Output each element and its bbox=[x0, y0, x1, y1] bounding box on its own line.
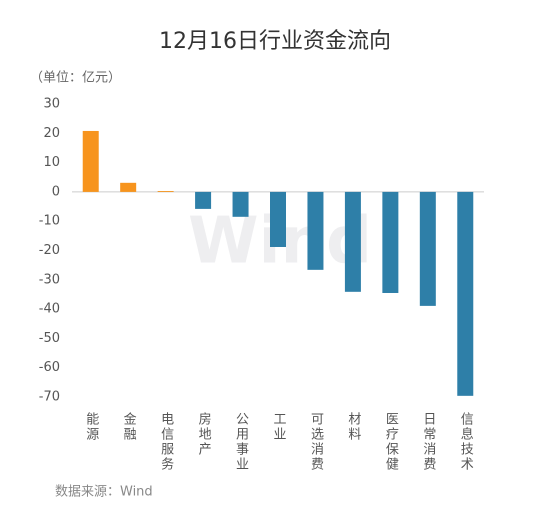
y-tick-label: 20 bbox=[43, 126, 60, 141]
x-tick-label: 材料 bbox=[345, 412, 361, 442]
x-tick-label: 工业 bbox=[271, 412, 287, 442]
x-tick-label: 电信服务 bbox=[158, 412, 174, 472]
bar bbox=[382, 191, 399, 293]
x-tick-label: 公用事业 bbox=[233, 412, 249, 472]
bar bbox=[232, 191, 249, 217]
x-tick-label: 医疗保健 bbox=[383, 412, 399, 472]
y-tick-label: 30 bbox=[43, 97, 60, 112]
bar bbox=[157, 191, 174, 192]
bar bbox=[307, 191, 324, 270]
source: 数据来源：Wind bbox=[55, 485, 153, 500]
y-tick-label: -70 bbox=[39, 390, 60, 405]
x-tick-label: 日常消费 bbox=[420, 412, 436, 472]
y-tick-label: -10 bbox=[39, 214, 60, 229]
y-tick-label: -50 bbox=[39, 331, 60, 346]
y-tick-label: 10 bbox=[43, 155, 60, 170]
bar bbox=[120, 182, 137, 192]
x-tick-label: 信息技术 bbox=[458, 412, 474, 472]
x-tick-label: 可选消费 bbox=[308, 412, 324, 472]
y-tick-label: -30 bbox=[39, 272, 60, 287]
bar bbox=[419, 191, 436, 306]
y-tick-label: 0 bbox=[52, 184, 60, 199]
bar bbox=[344, 191, 361, 292]
y-tick-label: -20 bbox=[39, 243, 60, 258]
unit-label: （单位：亿元） bbox=[30, 71, 121, 86]
y-tick-label: -40 bbox=[39, 302, 60, 317]
bar bbox=[457, 191, 474, 396]
x-tick-label: 金融 bbox=[121, 411, 137, 442]
bar bbox=[195, 191, 212, 209]
x-tick-label: 能源 bbox=[83, 412, 99, 442]
chart-title: 12月16日行业资金流向 bbox=[159, 29, 391, 54]
x-tick-label: 房地产 bbox=[196, 411, 212, 457]
y-tick-label: -60 bbox=[39, 360, 60, 375]
bar bbox=[82, 130, 99, 192]
bar bbox=[270, 191, 286, 247]
